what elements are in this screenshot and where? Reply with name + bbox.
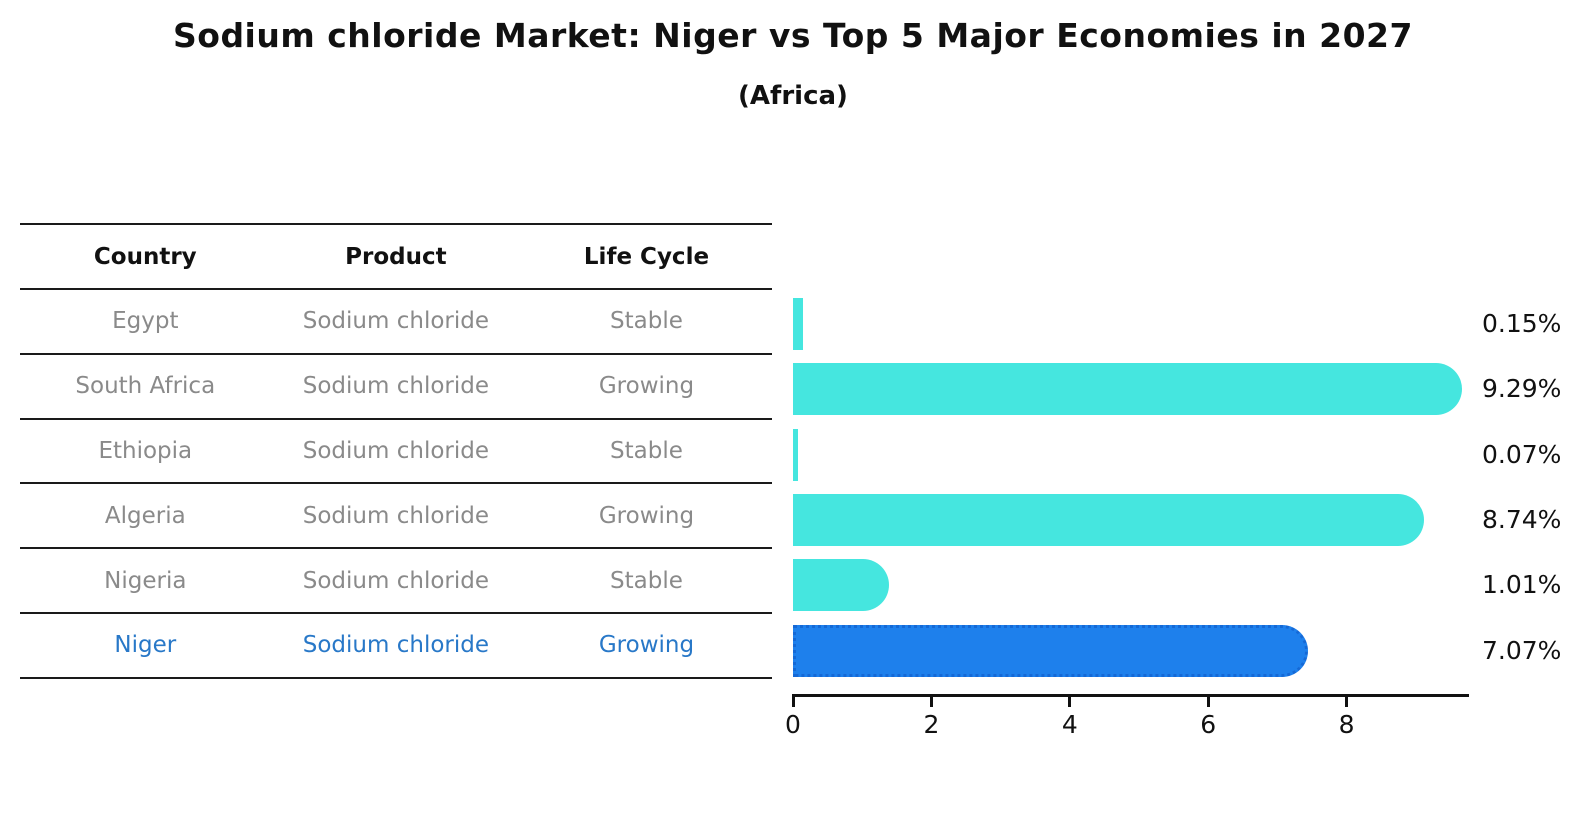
cell-product: Sodium chloride	[302, 373, 490, 400]
bar-south-africa	[793, 363, 1462, 416]
chart-title: Sodium chloride Market: Niger vs Top 5 M…	[173, 16, 1413, 55]
table-row: Nigeria Sodium chloride Stable	[20, 549, 772, 614]
table-row: Egypt Sodium chloride Stable	[20, 290, 772, 355]
cell-product: Sodium chloride	[302, 502, 490, 529]
x-axis-tick-label: 0	[785, 710, 801, 739]
x-axis-tick-label: 6	[1200, 710, 1217, 739]
cell-life-cycle: Growing	[598, 373, 695, 400]
table-body: Egypt Sodium chloride Stable South Afric…	[20, 290, 772, 679]
bar-niger	[793, 624, 1309, 677]
value-label-nigeria: 1.01%	[1482, 570, 1562, 600]
cell-life-cycle: Stable	[610, 308, 683, 335]
x-axis-tick	[1206, 694, 1210, 707]
header-cell-life-cycle: Life Cycle	[583, 243, 710, 270]
bar-nigeria	[793, 559, 889, 612]
cell-product: Sodium chloride	[302, 437, 490, 464]
x-axis-tick-label: 2	[923, 710, 940, 739]
cell-country: Egypt	[112, 308, 179, 335]
cell-country: Niger	[114, 632, 177, 659]
cell-product: Sodium chloride	[302, 632, 490, 659]
cell-country: Nigeria	[104, 567, 187, 594]
table-row: Algeria Sodium chloride Growing	[20, 484, 772, 550]
table-row: South Africa Sodium chloride Growing	[20, 355, 772, 420]
x-axis-tick	[1345, 694, 1349, 707]
data-table: Country Product Life Cycle Egypt Sodium …	[20, 223, 772, 679]
cell-country: South Africa	[75, 373, 216, 400]
value-label-south-africa: 9.29%	[1482, 374, 1562, 404]
cell-country: Algeria	[104, 502, 186, 529]
chart-subtitle: (Africa)	[738, 81, 848, 111]
x-axis-tick	[929, 694, 933, 707]
bar-ethiopia	[793, 428, 798, 481]
cell-country: Ethiopia	[98, 437, 193, 464]
header-cell-product: Product	[345, 243, 447, 270]
x-axis-tick	[1068, 694, 1072, 707]
value-label-niger: 7.07%	[1482, 635, 1562, 665]
x-axis-tick	[791, 694, 795, 707]
x-axis-line	[793, 694, 1469, 697]
table-row: Niger Sodium chloride Growing	[20, 614, 772, 679]
bar-algeria	[793, 494, 1424, 547]
value-label-algeria: 8.74%	[1482, 505, 1562, 535]
x-axis-tick-label: 4	[1061, 710, 1078, 739]
cell-product: Sodium chloride	[302, 567, 490, 594]
x-axis-tick-label: 8	[1338, 710, 1355, 739]
value-label-egypt: 0.15%	[1482, 309, 1562, 339]
cell-life-cycle: Growing	[598, 502, 695, 529]
cell-product: Sodium chloride	[302, 308, 490, 335]
table-header-row: Country Product Life Cycle	[20, 223, 772, 290]
cell-life-cycle: Stable	[610, 437, 683, 464]
header-cell-country: Country	[93, 243, 197, 270]
value-label-ethiopia: 0.07%	[1482, 439, 1562, 469]
cell-life-cycle: Stable	[610, 567, 683, 594]
table-row: Ethiopia Sodium chloride Stable	[20, 420, 772, 485]
cell-life-cycle: Growing	[598, 632, 695, 659]
bar-egypt	[793, 298, 804, 351]
